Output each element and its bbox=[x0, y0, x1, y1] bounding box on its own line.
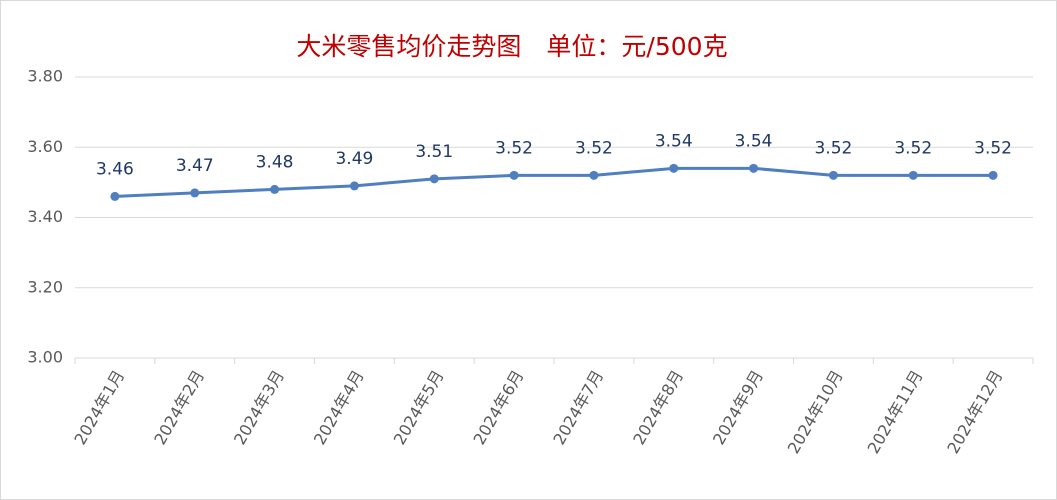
point bbox=[349, 181, 359, 191]
data-label: 3.52 bbox=[974, 138, 1012, 158]
point bbox=[988, 170, 998, 180]
data-label: 3.54 bbox=[735, 131, 773, 151]
point bbox=[749, 163, 759, 173]
y-tick-label: 3.20 bbox=[27, 277, 63, 296]
chart-title: 大米零售均价走势图 单位：元/500克 bbox=[296, 32, 727, 61]
data-label: 3.46 bbox=[96, 159, 134, 179]
data-label: 3.49 bbox=[335, 149, 373, 169]
y-tick-label: 3.80 bbox=[27, 67, 63, 86]
data-label: 3.48 bbox=[256, 152, 294, 172]
point bbox=[589, 170, 599, 180]
y-tick-label: 3.60 bbox=[27, 137, 63, 156]
data-label: 3.52 bbox=[894, 138, 932, 158]
point bbox=[190, 188, 200, 198]
point bbox=[110, 191, 120, 201]
data-label: 3.52 bbox=[814, 138, 852, 158]
data-label: 3.52 bbox=[575, 138, 613, 158]
point bbox=[669, 163, 679, 173]
series-line bbox=[114, 166, 994, 198]
y-tick-label: 3.00 bbox=[27, 348, 63, 367]
point bbox=[828, 170, 838, 180]
data-label: 3.47 bbox=[176, 156, 214, 176]
point bbox=[908, 170, 918, 180]
point bbox=[429, 174, 439, 184]
y-tick-label: 3.40 bbox=[27, 207, 63, 226]
point bbox=[270, 184, 280, 194]
data-label: 3.52 bbox=[495, 138, 533, 158]
point bbox=[509, 170, 519, 180]
data-label: 3.54 bbox=[655, 131, 693, 151]
data-label: 3.51 bbox=[415, 142, 453, 162]
